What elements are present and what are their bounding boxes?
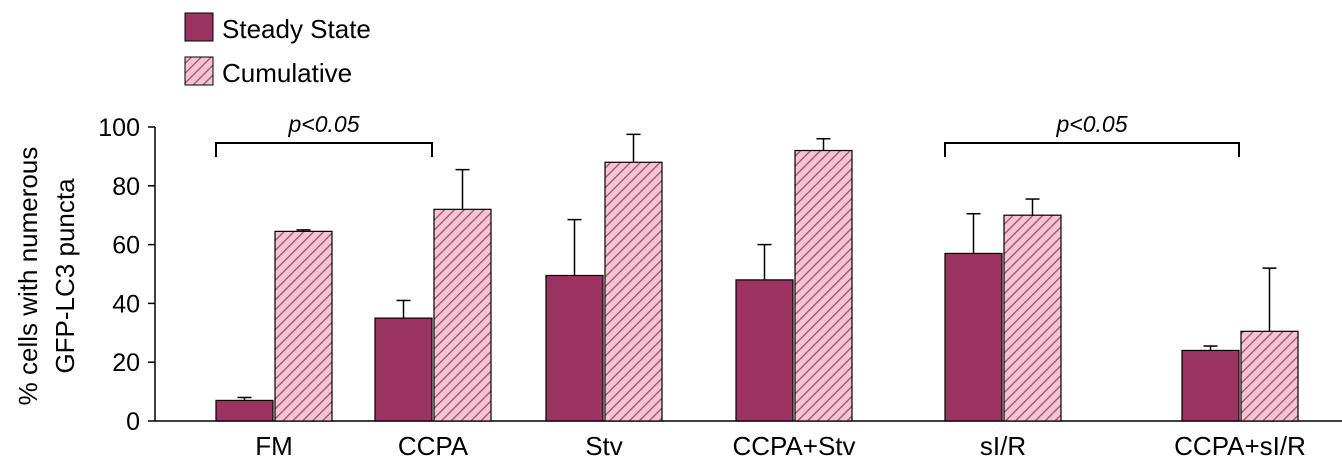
bar-cumulative-2 — [604, 161, 663, 422]
bar-steady-state-3 — [735, 279, 794, 422]
legend-label-steady-state: Steady State — [222, 14, 371, 44]
y-tick-label-100: 100 — [98, 114, 140, 142]
bar-steady-state-5 — [1181, 349, 1240, 422]
y-tick-label-60: 60 — [112, 232, 140, 260]
y-tick-label-0: 0 — [126, 408, 140, 436]
x-tick-label-0: FM — [255, 431, 293, 459]
bar-cumulative-1 — [433, 208, 492, 422]
bar-cumulative-0 — [274, 230, 333, 422]
x-axis: FM CCPA Stv CCPA+Stv sI/R CCPA+sI/R — [155, 420, 1342, 461]
legend-swatch-steady-state — [184, 12, 214, 42]
bar-steady-state-2 — [545, 274, 604, 422]
bar-cumulative-5 — [1240, 330, 1299, 422]
x-tick-label-3: CCPA+Stv — [732, 431, 855, 459]
y-axis-label-line-1: % cells with numerous — [13, 147, 43, 406]
y-axis-label-line-2: GFP-LC3 puncta — [50, 178, 80, 374]
legend-label-cumulative: Cumulative — [222, 58, 352, 88]
y-tick-label-40: 40 — [112, 290, 140, 318]
bars — [215, 133, 1299, 422]
bar-cumulative-3 — [794, 149, 853, 422]
x-tick-label-5: CCPA+sI/R — [1174, 431, 1306, 459]
legend: Steady State Cumulative — [184, 12, 371, 88]
bar-steady-state-4 — [944, 252, 1003, 422]
y-tick-label-20: 20 — [112, 349, 140, 377]
significance-annotations: p<0.05 p<0.05 — [215, 111, 1240, 157]
x-tick-label-4: sI/R — [980, 431, 1026, 459]
x-tick-label-2: Stv — [585, 431, 623, 459]
legend-swatch-cumulative — [184, 56, 214, 86]
significance-bracket-1 — [944, 142, 1240, 157]
y-tick-label-80: 80 — [112, 173, 140, 201]
x-tick-label-1: CCPA — [398, 431, 469, 459]
significance-label-1: p<0.05 — [1056, 111, 1128, 137]
bar-cumulative-4 — [1003, 214, 1062, 422]
significance-label-0: p<0.05 — [288, 111, 360, 137]
significance-bracket-0 — [215, 142, 433, 157]
y-axis: 0 20 40 60 80 100 — [98, 114, 156, 436]
bar-steady-state-1 — [374, 317, 433, 422]
bar-steady-state-0 — [215, 399, 274, 422]
